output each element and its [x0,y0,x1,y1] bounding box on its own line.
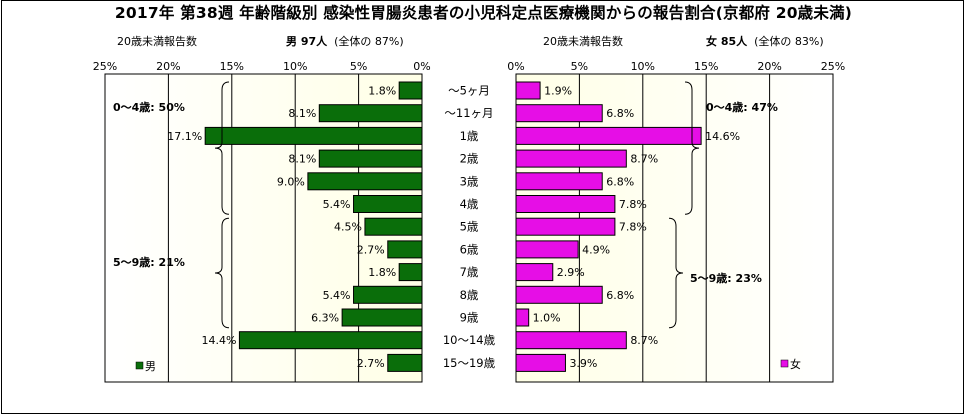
right-summary-rest: (全体の 83%) [754,35,824,48]
right-summary: 女 85人 (全体の 83%) [706,33,824,49]
age-category-label: 4歳 [460,197,479,211]
left-x-tick-label: 10% [283,60,307,73]
male-value-label: 5.4% [323,289,351,302]
male-0-4-brace [214,81,230,215]
female-value-label: 6.8% [606,175,634,188]
age-category-label: 8歳 [460,288,479,302]
left-x-tick-label: 20% [156,60,180,73]
male-legend-swatch [135,361,144,370]
female-bar [515,240,579,259]
age-category-label: ～11ヶ月 [444,106,493,120]
male-value-label: 5.4% [323,198,351,211]
male-5-9-annotation: 5～9歳: 21% [113,255,185,269]
female-5-9-annotation: 5～9歳: 23% [690,271,762,285]
male-bar [204,126,423,145]
age-category-label: 2歳 [460,152,479,166]
male-bar [364,217,423,236]
male-value-label: 8.1% [288,107,316,120]
age-category-label: 1歳 [460,129,479,143]
female-value-label: 7.8% [619,221,647,234]
age-category-label: 5歳 [460,220,479,234]
female-value-label: 7.8% [619,198,647,211]
female-bar [515,195,616,213]
chart-title: 2017年 第38週 年齢階級別 感染性胃腸炎患者の小児科定点医療機関からの報告… [114,4,853,22]
female-legend-swatch [780,359,789,368]
male-bar [398,81,423,100]
female-value-label: 6.8% [606,289,634,302]
female-0-4-brace [684,81,700,215]
male-legend-label: 男 [145,360,156,373]
male-bar [341,308,423,327]
left-summary-rest: (全体の 87%) [334,35,404,48]
male-value-label: 17.1% [167,130,202,143]
female-bar [515,126,702,145]
female-bar [515,104,603,123]
male-bar [318,149,423,168]
age-category-label: 15～19歳 [443,356,496,370]
age-category-label: 9歳 [460,311,479,325]
left-caption: 20歳未満報告数 [117,35,197,48]
female-bar [515,149,627,168]
male-bar [307,172,423,191]
female-value-label: 4.9% [582,243,610,256]
female-bar [515,331,627,350]
right-x-tick-label: 15% [694,60,718,73]
female-value-label: 8.7% [630,334,658,347]
left-x-tick-label: 15% [220,60,244,73]
left-summary: 男 97人 (全体の 87%) [286,33,404,49]
male-0-4-annotation: 0～4歳: 50% [113,100,185,114]
male-bar [238,331,423,350]
female-bar [515,172,603,191]
left-x-tick-label: 0% [413,60,430,73]
male-bar [353,285,423,304]
female-value-label: 2.9% [557,266,585,279]
female-bar [515,353,566,372]
age-category-label: 6歳 [460,242,479,256]
female-value-label: 1.0% [533,312,561,325]
female-bar [515,285,603,304]
right-x-tick-label: 20% [757,60,781,73]
age-category-label: 3歳 [460,174,479,188]
female-bar [515,308,530,327]
female-bar [515,81,541,100]
female-legend-label: 女 [790,357,801,371]
male-bar [353,195,423,213]
right-caption: 20歳未満報告数 [543,35,623,48]
female-bar [515,263,554,282]
left-x-tick-label: 25% [93,60,117,73]
age-category-label: 10～14歳 [443,333,496,347]
male-value-label: 2.7% [357,243,385,256]
male-value-label: 6.3% [311,312,339,325]
age-category-label: 7歳 [460,265,479,279]
right-x-tick-label: 0% [507,60,524,73]
male-5-9-brace [214,217,230,329]
right-x-tick-label: 10% [631,60,655,73]
male-bar [387,353,423,372]
right-summary-bold: 女 85人 [706,35,748,48]
female-value-label: 3.9% [569,357,597,370]
female-value-label: 1.9% [544,85,572,98]
male-value-label: 9.0% [277,175,305,188]
male-value-label: 2.7% [357,357,385,370]
age-category-label: ～5ヶ月 [448,84,490,98]
male-value-label: 1.8% [368,266,396,279]
female-5-9-brace [668,217,684,329]
male-value-label: 1.8% [368,85,396,98]
left-x-tick-label: 5% [350,60,367,73]
female-value-label: 6.8% [606,107,634,120]
female-value-label: 8.7% [630,153,658,166]
male-bar [318,104,423,123]
female-bar [515,217,616,236]
male-bar [387,240,423,259]
right-x-tick-label: 25% [821,60,845,73]
female-value-label: 14.6% [705,130,740,143]
left-summary-bold: 男 97人 [286,35,328,48]
male-bar [398,263,423,282]
male-value-label: 14.4% [201,334,236,347]
male-value-label: 4.5% [334,221,362,234]
right-x-tick-label: 5% [571,60,588,73]
female-0-4-annotation: 0～4歳: 47% [706,100,778,114]
male-value-label: 8.1% [288,153,316,166]
